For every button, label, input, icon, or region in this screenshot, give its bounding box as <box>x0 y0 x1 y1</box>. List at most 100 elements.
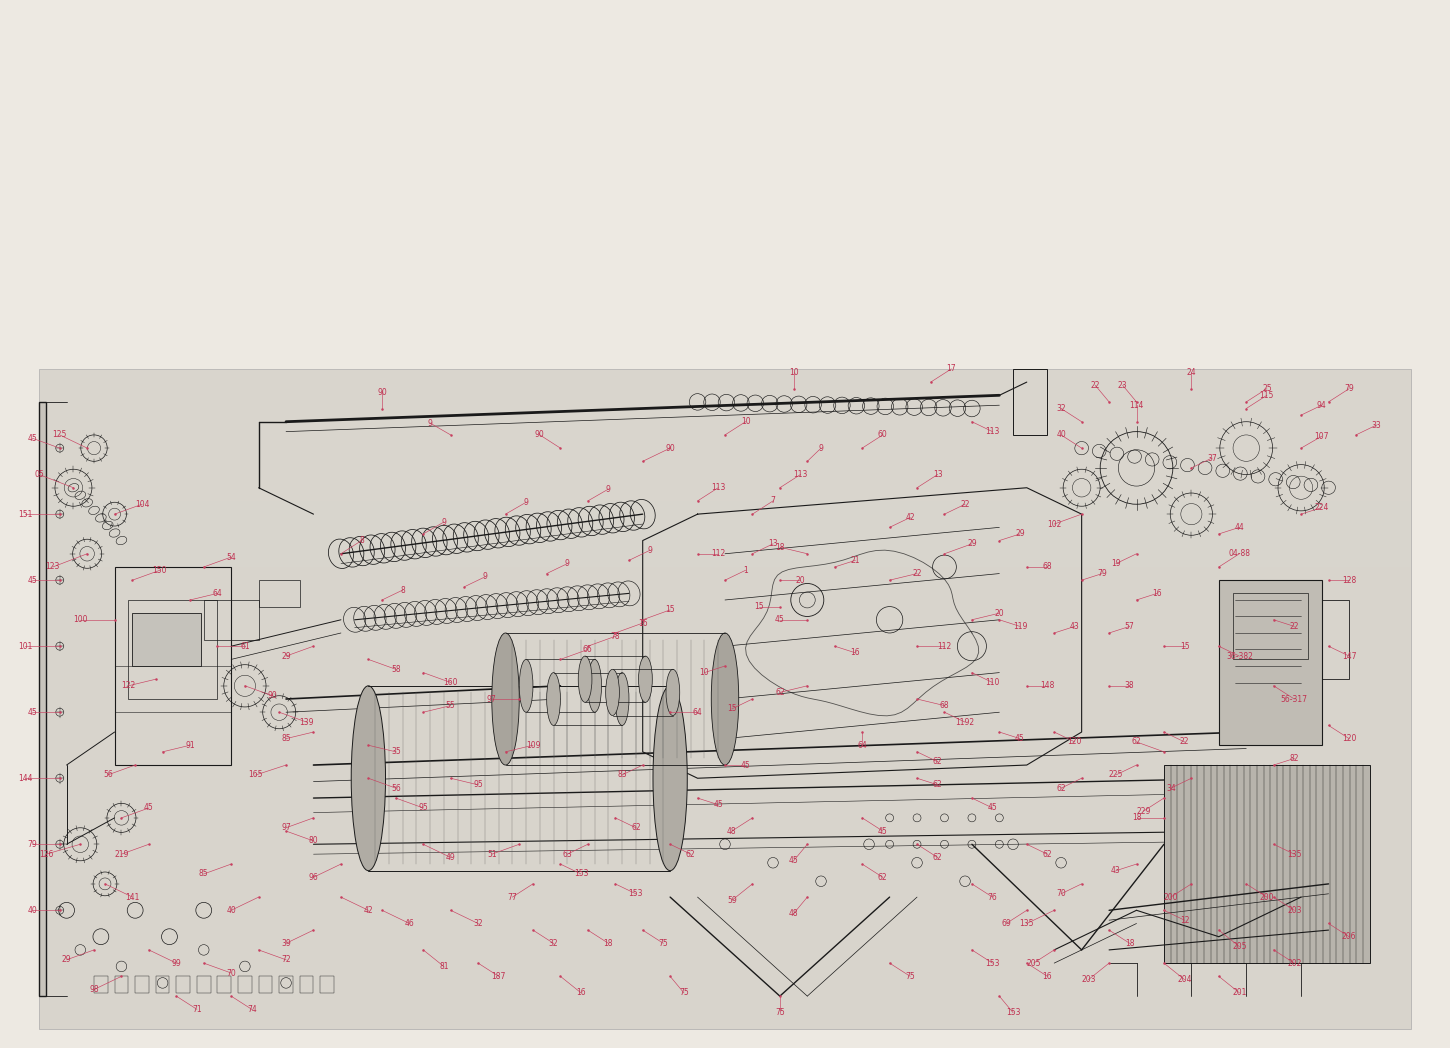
Bar <box>155 977 170 992</box>
Text: 9: 9 <box>428 418 432 428</box>
Text: 51: 51 <box>487 850 496 858</box>
Text: 97: 97 <box>487 695 497 703</box>
Text: 153: 153 <box>629 890 644 898</box>
Text: 165: 165 <box>248 770 262 780</box>
Text: 10: 10 <box>699 669 709 677</box>
Text: 57: 57 <box>1125 621 1134 631</box>
Text: 151: 151 <box>19 509 32 519</box>
Text: 8: 8 <box>400 586 405 594</box>
Text: 62: 62 <box>686 850 696 858</box>
Bar <box>320 977 334 992</box>
Bar <box>39 963 1411 996</box>
Text: 144: 144 <box>19 773 33 783</box>
Text: 32: 32 <box>1056 405 1066 413</box>
Text: 202: 202 <box>1288 959 1302 967</box>
Text: 90: 90 <box>267 692 277 700</box>
Text: 71: 71 <box>191 1005 202 1013</box>
Text: 201: 201 <box>1232 988 1247 998</box>
Bar <box>1164 765 1370 963</box>
Text: 229: 229 <box>1137 807 1150 815</box>
Text: 16: 16 <box>1153 589 1161 597</box>
Text: 49: 49 <box>445 853 455 861</box>
Text: 56: 56 <box>103 770 113 780</box>
Text: 45: 45 <box>144 804 154 812</box>
Text: 110: 110 <box>986 678 999 687</box>
Text: 9: 9 <box>441 518 447 526</box>
Text: 147: 147 <box>1341 652 1356 660</box>
Text: 113: 113 <box>986 428 999 436</box>
Text: 135: 135 <box>1288 850 1302 858</box>
Text: 90: 90 <box>535 431 545 439</box>
Bar <box>177 977 190 992</box>
Text: 18: 18 <box>776 543 784 551</box>
Text: 45: 45 <box>877 827 887 835</box>
Text: 70: 70 <box>1056 890 1066 898</box>
Text: 20: 20 <box>796 575 805 585</box>
Text: 125: 125 <box>52 431 67 439</box>
Text: 62: 62 <box>631 824 641 832</box>
Text: 45: 45 <box>28 434 38 442</box>
Text: 98: 98 <box>90 985 99 994</box>
Text: 42: 42 <box>905 512 915 522</box>
Text: 24: 24 <box>1186 368 1196 376</box>
Text: 29: 29 <box>1015 529 1025 539</box>
Text: 25: 25 <box>1262 385 1272 393</box>
Bar <box>197 977 210 992</box>
Text: 96: 96 <box>309 873 319 881</box>
Bar <box>39 501 1411 533</box>
Bar <box>258 977 273 992</box>
Ellipse shape <box>638 656 652 702</box>
Text: 8: 8 <box>360 537 364 545</box>
Text: 60: 60 <box>877 431 887 439</box>
Text: 94: 94 <box>1317 400 1327 410</box>
Bar <box>39 699 1411 732</box>
Text: 70: 70 <box>226 968 236 978</box>
Bar <box>39 369 1411 1029</box>
Text: 75: 75 <box>658 939 668 947</box>
Bar <box>115 977 128 992</box>
Text: 75: 75 <box>774 1008 784 1018</box>
Text: 9: 9 <box>819 443 824 453</box>
Text: 64: 64 <box>693 707 702 717</box>
Text: 16: 16 <box>851 649 860 657</box>
Bar <box>39 864 1411 897</box>
Bar <box>39 897 1411 931</box>
Text: 200: 200 <box>1163 893 1177 901</box>
Text: 18: 18 <box>603 939 613 947</box>
Text: 13: 13 <box>932 471 942 479</box>
Bar <box>258 581 300 607</box>
Ellipse shape <box>351 685 386 871</box>
Text: 69: 69 <box>1002 919 1011 927</box>
Text: 187: 187 <box>492 971 506 981</box>
Bar <box>39 401 1411 435</box>
Text: 45: 45 <box>987 804 998 812</box>
Text: 37: 37 <box>1206 454 1217 462</box>
Bar <box>39 667 1411 699</box>
Text: 18: 18 <box>1125 939 1134 947</box>
Text: 10: 10 <box>789 368 799 376</box>
Text: 204: 204 <box>1177 975 1192 984</box>
Text: 100: 100 <box>72 615 87 625</box>
Bar <box>39 765 1411 799</box>
Text: 15: 15 <box>666 606 674 614</box>
Text: 115: 115 <box>1260 391 1275 399</box>
Text: 9: 9 <box>483 572 487 582</box>
Text: 39: 39 <box>281 939 291 947</box>
Text: 38: 38 <box>1125 681 1134 691</box>
Text: 63: 63 <box>563 850 573 858</box>
Text: 15: 15 <box>726 704 737 714</box>
Text: 15: 15 <box>1180 641 1189 651</box>
Text: 109: 109 <box>526 741 541 749</box>
Text: 20: 20 <box>995 609 1005 617</box>
Bar <box>39 467 1411 501</box>
Text: 123: 123 <box>46 563 59 571</box>
Bar <box>39 599 1411 633</box>
Text: 16: 16 <box>1043 971 1053 981</box>
Text: 22: 22 <box>1090 380 1101 390</box>
Text: 40: 40 <box>226 905 236 915</box>
Text: 45: 45 <box>789 856 799 866</box>
Text: 113: 113 <box>710 483 725 493</box>
Text: 112: 112 <box>937 641 951 651</box>
Text: 55: 55 <box>445 701 455 711</box>
Text: 56: 56 <box>392 784 400 792</box>
